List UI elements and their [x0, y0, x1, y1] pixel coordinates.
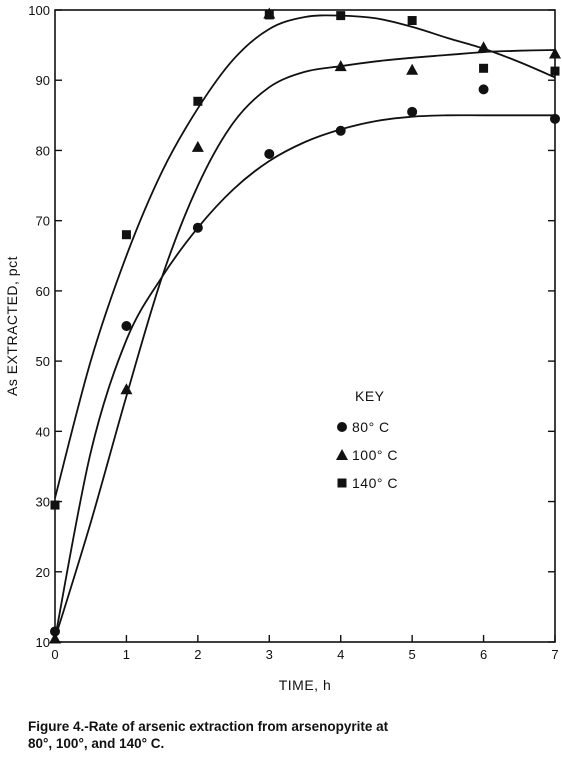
- data-point-square: [121, 230, 131, 240]
- data-point-square: [550, 66, 560, 76]
- x-tick-label: 3: [266, 647, 273, 662]
- legend-items: 80° C 100° C 140° C: [336, 419, 398, 491]
- x-tick-label: 5: [409, 647, 416, 662]
- plot-frame: [54, 9, 556, 643]
- y-tick-label: 90: [36, 73, 50, 88]
- y-tick-label: 60: [36, 284, 50, 299]
- legend-title: KEY: [355, 388, 385, 404]
- legend-label: 140° C: [352, 475, 398, 491]
- legend: KEY 80° C 100° C 140° C: [336, 388, 398, 491]
- legend-marker-circle: [337, 422, 347, 432]
- x-tick-label: 7: [551, 647, 558, 662]
- fit-curve-80C: [54, 114, 555, 639]
- legend-label: 100° C: [352, 447, 398, 463]
- y-tick-label: 70: [36, 214, 50, 229]
- fit-curve-140C: [54, 14, 556, 499]
- data-point-triangle: [191, 140, 204, 152]
- data-point-triangle: [549, 47, 561, 59]
- data-point-square: [336, 11, 346, 21]
- figure-caption: Figure 4.-Rate of arsenic extraction fro…: [28, 718, 553, 752]
- legend-marker-square: [337, 478, 347, 488]
- data-point-square: [50, 500, 60, 510]
- data-point-square: [193, 96, 203, 106]
- x-tick-label: 4: [337, 647, 344, 662]
- caption-line-2: 80°, 100°, and 140° C.: [28, 736, 165, 751]
- y-tick-label: 30: [36, 495, 50, 510]
- y-tick-label: 80: [36, 143, 50, 158]
- data-point-circle: [550, 113, 560, 124]
- data-point-square: [479, 63, 489, 73]
- data-point-triangle: [406, 63, 419, 75]
- y-tick-label: 100: [28, 3, 50, 18]
- axis-ticks: 0 1 2 3 4 5 6 7 10 20 30 40 50 60 70 80 90 100: [28, 3, 558, 662]
- data-point-triangle: [334, 60, 347, 72]
- y-tick-label: 20: [36, 565, 50, 580]
- x-tick-label: 2: [194, 647, 201, 662]
- data-point-circle: [50, 626, 60, 637]
- y-tick-label: 50: [36, 354, 50, 369]
- data-points: [49, 7, 561, 644]
- data-point-square: [407, 16, 417, 26]
- data-point-circle: [407, 106, 418, 117]
- x-tick-label: 1: [123, 647, 130, 662]
- legend-label: 80° C: [352, 419, 390, 435]
- fit-curves: [54, 14, 556, 639]
- y-axis-label: As EXTRACTED, pct: [4, 256, 20, 396]
- y-tick-label: 40: [36, 424, 50, 439]
- data-point-circle: [192, 222, 203, 233]
- data-point-square: [264, 10, 274, 20]
- y-tick-label: 10: [36, 635, 50, 650]
- data-point-triangle: [477, 41, 490, 53]
- x-axis-label: TIME, h: [279, 677, 332, 693]
- data-point-circle: [335, 125, 346, 136]
- data-point-circle: [478, 84, 489, 95]
- data-point-circle: [121, 321, 132, 331]
- x-tick-label: 0: [51, 647, 58, 662]
- data-point-triangle: [49, 632, 61, 644]
- fit-curve-100C: [54, 49, 556, 639]
- legend-marker-triangle: [336, 449, 348, 460]
- extraction-chart: 0 1 2 3 4 5 6 7 10 20 30 40 50 60 70 80 90 100 TIME, h As…: [4, 3, 561, 693]
- x-tick-label: 6: [480, 647, 487, 662]
- data-point-circle: [264, 148, 275, 159]
- data-point-triangle: [120, 383, 133, 395]
- caption-line-1: Figure 4.-Rate of arsenic extraction fro…: [28, 719, 389, 734]
